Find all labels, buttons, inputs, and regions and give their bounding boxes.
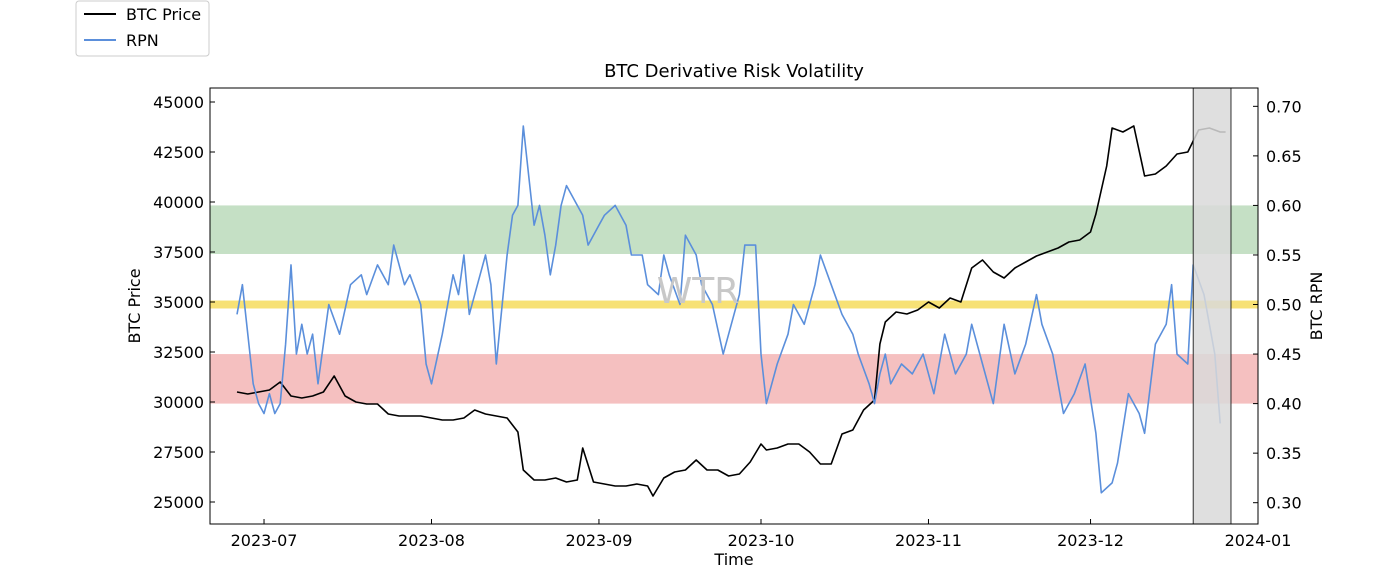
y-left-tick-label-42500: 42500 — [153, 143, 204, 162]
x-tick-label-2023-12: 2023-12 — [1057, 531, 1124, 550]
x-axis-label: Time — [713, 550, 753, 569]
highlight-layer — [1192, 87, 1232, 525]
x-tick-label-2023-09: 2023-09 — [566, 531, 633, 550]
y-right-tick-label-0.70: 0.70 — [1266, 97, 1302, 116]
neutral-band — [210, 300, 1258, 309]
legend: BTC Price RPN — [75, 0, 210, 57]
y-left-tick-label-40000: 40000 — [153, 193, 204, 212]
y-right-tick-label-0.60: 0.60 — [1266, 196, 1302, 215]
watermark-text: WTR — [657, 271, 740, 312]
low-risk-band — [210, 354, 1258, 404]
chart-title: BTC Derivative Risk Volatility — [604, 61, 864, 82]
y-left-tick-label-35000: 35000 — [153, 293, 204, 312]
y-left-tick-label-32500: 32500 — [153, 343, 204, 362]
y-left-tick-label-37500: 37500 — [153, 243, 204, 262]
legend-label-rpn: RPN — [126, 31, 159, 50]
axis-ticks: 2023-07 2023-08 2023-09 2023-10 2023-11 2023-… — [153, 93, 1302, 550]
high-risk-band — [210, 205, 1258, 254]
rpn-bands — [210, 205, 1258, 404]
y-right-tick-label-0.40: 0.40 — [1266, 395, 1302, 414]
x-tick-label-2023-07: 2023-07 — [231, 531, 298, 550]
y-left-tick-label-25000: 25000 — [153, 493, 204, 512]
y-right-tick-label-0.65: 0.65 — [1266, 147, 1302, 166]
series-line-rpn — [236, 125, 1221, 494]
y-right-tick-label-0.50: 0.50 — [1266, 296, 1302, 315]
y-right-tick-label-0.35: 0.35 — [1266, 444, 1302, 463]
y-left-tick-label-45000: 45000 — [153, 93, 204, 112]
legend-label-btc-price: BTC Price — [126, 5, 201, 24]
y-axis-right-label: BTC RPN — [1307, 272, 1326, 341]
series-lines — [236, 125, 1226, 497]
x-tick-label-2023-10: 2023-10 — [728, 531, 795, 550]
highlight-range — [1192, 87, 1232, 525]
x-tick-label-2024-01: 2024-01 — [1225, 531, 1292, 550]
y-left-tick-label-27500: 27500 — [153, 443, 204, 462]
y-right-tick-label-0.45: 0.45 — [1266, 345, 1302, 364]
plot-frame — [209, 87, 1259, 525]
x-tick-label-2023-08: 2023-08 — [398, 531, 465, 550]
y-right-tick-label-0.55: 0.55 — [1266, 246, 1302, 265]
y-right-tick-label-0.30: 0.30 — [1266, 494, 1302, 513]
y-left-tick-label-30000: 30000 — [153, 393, 204, 412]
x-tick-label-2023-11: 2023-11 — [895, 531, 962, 550]
series-line-btc-price — [236, 125, 1226, 497]
y-axis-left-label: BTC Price — [125, 268, 144, 343]
